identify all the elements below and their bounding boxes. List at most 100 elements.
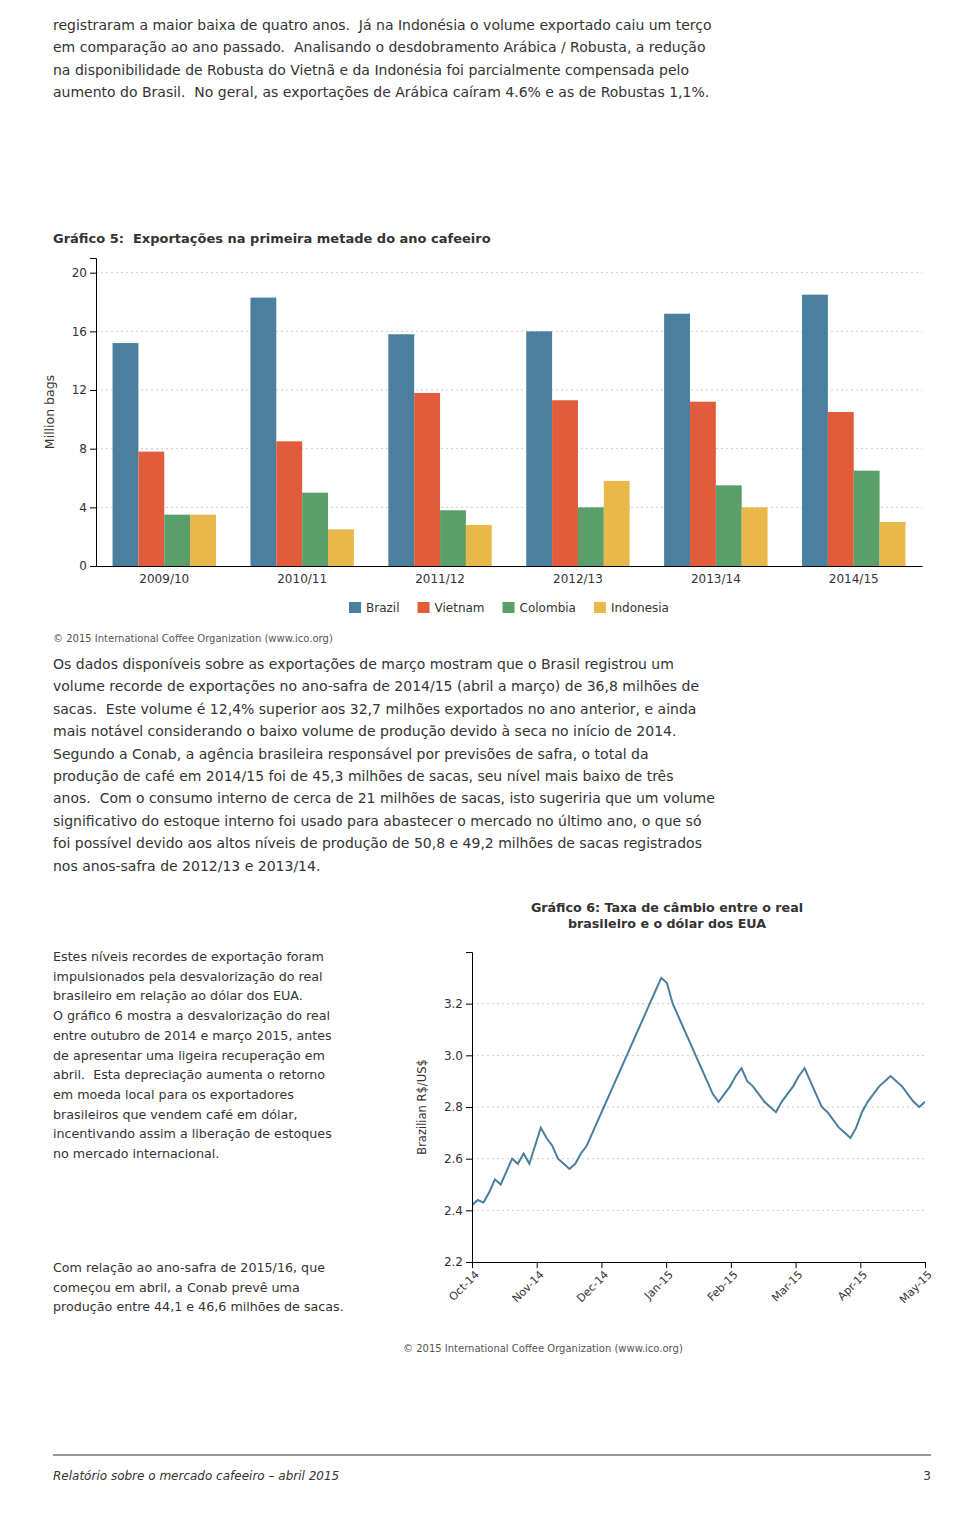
legend-item: Vietnam bbox=[418, 601, 485, 615]
grid-line bbox=[96, 390, 922, 391]
text-line: 3 bbox=[923, 1469, 931, 1483]
tick: 2014/15 bbox=[829, 572, 879, 586]
tick: 2.2 bbox=[444, 1255, 472, 1269]
tick-mark bbox=[90, 566, 96, 567]
bar bbox=[552, 400, 578, 566]
legend-item: Indonesia bbox=[594, 601, 669, 615]
chart: Gráfico 6: Taxa de câmbio entre o realbr… bbox=[403, 900, 935, 1354]
tick-mark bbox=[666, 1262, 667, 1268]
text-line: sacas. Este volume é 12,4% superior aos … bbox=[53, 701, 696, 717]
text-line: Gráfico 5: Exportações na primeira metad… bbox=[53, 231, 491, 246]
tick: 3.2 bbox=[444, 997, 472, 1011]
bar bbox=[190, 515, 216, 566]
axis-line bbox=[473, 1263, 926, 1269]
plot-area bbox=[472, 978, 925, 1205]
grid bbox=[472, 1004, 925, 1211]
tick-label: Oct-14 bbox=[446, 1268, 481, 1303]
tick: May-15 bbox=[897, 1262, 935, 1306]
tick-mark bbox=[90, 390, 96, 391]
text-line: significativo do estoque interno foi usa… bbox=[53, 813, 701, 829]
grid-line bbox=[472, 1210, 925, 1211]
bar-series bbox=[164, 471, 879, 566]
tick: Mar-15 bbox=[769, 1262, 805, 1304]
tick-label: 20 bbox=[72, 266, 87, 280]
grid-line bbox=[472, 1055, 925, 1056]
bar-series bbox=[138, 393, 853, 566]
legend-swatch bbox=[349, 602, 361, 613]
tick: 8 bbox=[79, 442, 96, 456]
grid-line bbox=[472, 1158, 925, 1159]
tick-mark bbox=[466, 1055, 472, 1056]
tick: 2009/10 bbox=[139, 572, 189, 586]
body-text: Com relação ao ano-safra de 2015/16, que… bbox=[53, 1260, 344, 1314]
text-line: começou em abril, a Conab prevê uma bbox=[53, 1280, 300, 1295]
line bbox=[472, 978, 925, 1205]
text-line: nos anos-safra de 2012/13 e 2013/14. bbox=[53, 858, 320, 874]
text-line: produção de café em 2014/15 foi de 45,3 … bbox=[53, 768, 674, 784]
axis-title: Million bags bbox=[42, 375, 57, 449]
bar bbox=[440, 510, 466, 566]
text-line: anos. Com o consumo interno de cerca de … bbox=[53, 790, 715, 806]
text-line: O gráfico 6 mostra a desvalorização do r… bbox=[53, 1008, 330, 1023]
tick-label: Jan-15 bbox=[641, 1268, 676, 1303]
tick-label: Apr-15 bbox=[835, 1268, 870, 1303]
text-line: © 2015 International Coffee Organization… bbox=[403, 1343, 683, 1354]
tick-mark bbox=[601, 1262, 602, 1268]
y-axis: 2.22.42.62.83.03.2 bbox=[444, 953, 473, 1270]
legend-label: Indonesia bbox=[611, 601, 669, 615]
tick-mark bbox=[90, 507, 96, 508]
tick: 2.8 bbox=[444, 1100, 472, 1114]
legend-item: Brazil bbox=[349, 601, 400, 615]
bar bbox=[164, 515, 190, 566]
tick: Jan-15 bbox=[641, 1262, 676, 1303]
tick-mark bbox=[90, 331, 96, 332]
tick: Nov-14 bbox=[510, 1262, 547, 1305]
text-line: em moeda local para os exportadores bbox=[53, 1087, 294, 1102]
text-line: Com relação ao ano-safra de 2015/16, que bbox=[53, 1260, 325, 1275]
bar bbox=[742, 507, 768, 566]
bar bbox=[388, 334, 414, 566]
body-text: Os dados disponíveis sobre as exportaçõe… bbox=[53, 656, 715, 874]
chart: Gráfico 5: Exportações na primeira metad… bbox=[42, 231, 923, 644]
body-text: Estes níveis recordes de exportação fora… bbox=[53, 949, 332, 1161]
text-line: Relatório sobre o mercado cafeeiro – abr… bbox=[53, 1469, 339, 1483]
bar bbox=[690, 402, 716, 566]
legend-label: Vietnam bbox=[435, 601, 485, 615]
bar bbox=[716, 485, 742, 566]
text-line: aumento do Brasil. No geral, as exportaç… bbox=[53, 84, 709, 100]
text-line: na disponibilidade de Robusta do Vietnã … bbox=[53, 62, 689, 78]
tick-mark bbox=[90, 273, 96, 274]
footer-rule bbox=[53, 1455, 931, 1456]
tick-mark bbox=[796, 1262, 797, 1268]
bar bbox=[604, 481, 630, 566]
bar bbox=[578, 507, 604, 566]
bar bbox=[138, 452, 164, 566]
tick: 16 bbox=[72, 325, 96, 339]
tick: 2010/11 bbox=[277, 572, 327, 586]
bar bbox=[466, 525, 492, 566]
tick: Apr-15 bbox=[835, 1262, 870, 1303]
legend-swatch bbox=[418, 602, 430, 613]
bar bbox=[414, 393, 440, 566]
text-line: Segundo a Conab, a agência brasileira re… bbox=[53, 746, 649, 762]
bar bbox=[276, 441, 302, 566]
chart-title: Gráfico 6: Taxa de câmbio entre o realbr… bbox=[531, 900, 803, 931]
page-number: 3 bbox=[923, 1469, 931, 1483]
tick-label: 2009/10 bbox=[139, 572, 189, 586]
axis-title: Brazilian R$/US$ bbox=[415, 1059, 429, 1155]
tick-label: 2010/11 bbox=[277, 572, 327, 586]
tick-label: 2.4 bbox=[444, 1204, 463, 1218]
tick-label: Mar-15 bbox=[769, 1268, 805, 1304]
tick-label: 16 bbox=[72, 325, 87, 339]
text-line: Estes níveis recordes de exportação fora… bbox=[53, 949, 324, 964]
tick-mark bbox=[925, 1262, 926, 1268]
grid-line bbox=[96, 331, 922, 332]
annotation: © 2015 International Coffee Organization… bbox=[53, 633, 333, 644]
text-line: mais notável considerando o baixo volume… bbox=[53, 723, 676, 739]
plot-area bbox=[113, 295, 906, 566]
tick-label: 3.0 bbox=[444, 1049, 463, 1063]
body-text: registraram a maior baixa de quatro anos… bbox=[53, 17, 712, 100]
bar-series bbox=[190, 481, 905, 566]
grid-line bbox=[96, 448, 922, 449]
legend-label: Colombia bbox=[520, 601, 576, 615]
